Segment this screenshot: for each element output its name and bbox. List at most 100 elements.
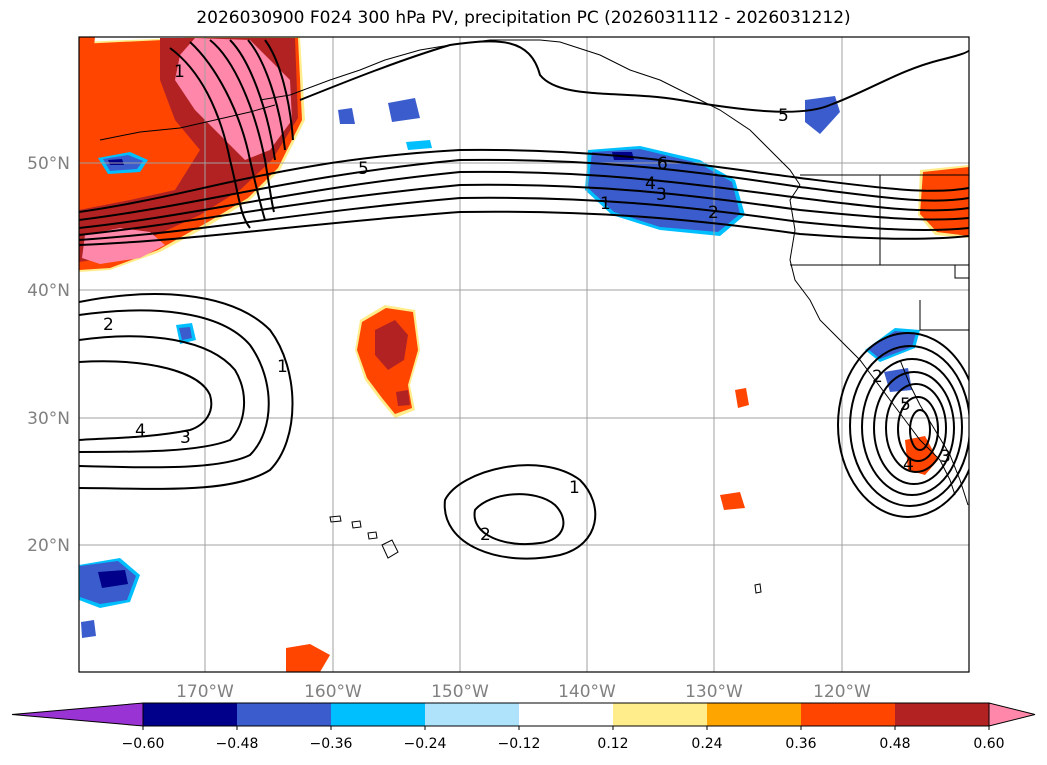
contour-label: 1 [600,194,611,214]
contour-jet-3 [79,170,969,229]
colorbar-segment [237,703,332,726]
contour-cutoff-1 [837,332,969,518]
coast-canada-interior [790,174,969,331]
colorbar-segment [143,703,238,726]
precip-blob-orange-129w [720,492,745,510]
precip-blob-nw-pink-small [82,228,165,264]
colorbar-tick-label: 0.48 [879,736,910,752]
contour-label: 2 [480,525,491,545]
island-hawaii-big [381,539,399,559]
contour-hawaii-2 [473,493,565,545]
contour-label: 4 [903,455,914,475]
contour-label: 3 [940,447,951,467]
colorbar-extend-max [988,702,1036,727]
colorbar-segment [519,703,614,726]
contour-ridge-2 [189,41,266,221]
lon-labels: 170°W 160°W 150°W 140°W 130°W 120°W [176,682,871,702]
colorbar-segment [895,703,990,726]
contour-label: 5 [778,106,789,126]
island-hawaii-maui [367,531,378,540]
precip-blob-sw-small [81,620,96,638]
lon-label: 130°W [685,682,743,702]
contour-jet-1 [79,148,969,213]
precip-blob-nw-plume-pink [175,38,292,160]
contour-label: 5 [900,395,911,415]
colorbar-segment [707,703,802,726]
contour-label: 3 [180,428,191,448]
precip-blob-orange-128w [735,388,749,408]
contour-cutoff-7 [909,409,931,451]
contour-subtrop-3 [79,335,246,453]
map-border [78,36,970,673]
precip-blob-blue-172w-core [179,327,192,340]
contour-subtrop-4 [79,360,213,441]
contour-label: 2 [708,203,719,223]
contour-label: 2 [103,315,114,335]
colorbar: −0.60 −0.48 −0.36 −0.24 −0.12 0.12 0.24 0.36 0.4… [11,702,1036,752]
precip-blob-socal-1-core [868,331,916,359]
lat-label: 30°N [27,409,70,429]
contour-label: 4 [135,421,146,441]
contour-subtrop-1 [79,293,294,490]
coast-aleutians [99,104,276,141]
colorbar-tick-label: −0.24 [404,736,447,752]
precip-blobs [79,37,969,672]
colorbar-segment [331,703,426,726]
coast-alaska [259,39,801,186]
colorbar-tick-label: 0.12 [597,736,628,752]
colorbar-segment [425,703,520,726]
contour-jet-5 [79,196,969,241]
contour-ridge-6 [264,39,294,141]
precip-blob-blue-175w-dark [108,159,124,165]
islands [329,515,762,594]
pv-contours [79,39,969,560]
contour-label: 6 [657,154,668,174]
coast-bc [789,184,956,496]
contour-alaska-5 [299,40,969,113]
lat-labels: 50°N 40°N 30°N 20°N [27,154,70,556]
lon-label: 150°W [431,682,489,702]
precip-blob-central-pacific-red2 [396,390,410,406]
contour-jet-2 [79,158,969,221]
colorbar-tick-label: −0.60 [122,736,165,752]
precip-blob-central-pacific-red [375,320,408,370]
colorbar-tick-label: −0.48 [216,736,259,752]
contour-cutoff-5 [885,383,947,473]
contour-label: 1 [277,357,288,377]
contour-label: 3 [656,185,667,205]
colorbar-tick-label: 0.60 [973,736,1004,752]
precip-blob-alaska-2 [388,98,420,122]
colorbar-tick-label: 0.24 [691,736,722,752]
contour-label: 1 [174,62,185,82]
lat-label: 20°N [27,536,70,556]
colorbar-segment [613,703,708,726]
colorbar-border [142,702,990,727]
island-hawaii-kauai [329,515,342,523]
lat-label: 40°N [27,281,70,301]
contour-cutoff-2 [849,345,969,507]
lon-label: 160°W [304,682,362,702]
contour-ridge-3 [209,39,275,213]
contour-label: 5 [358,159,369,179]
lat-label: 50°N [27,154,70,174]
precip-blob-gulf-alaska-core [588,149,740,232]
island-hawaii-oahu [351,520,362,529]
contour-cutoff-6 [897,396,939,462]
contour-hawaii-1 [443,464,597,560]
contour-cutoff-3 [861,358,963,496]
contour-jet-4 [79,183,969,236]
contour-ridge-4 [229,39,276,161]
colorbar-extend-min [11,702,144,727]
colorbar-segment [801,703,896,726]
contour-labels: 1 5 6 4 3 1 2 5 2 1 4 3 1 2 2 5 4 3 [103,62,951,545]
lon-label: 170°W [176,682,234,702]
precip-blob-nw-top-orange [79,37,95,55]
contour-label: 2 [872,367,883,387]
contour-cutoff-4 [873,371,955,485]
precip-blob-alaska-3 [406,140,432,150]
contour-label: 4 [645,174,656,194]
colorbar-tick-label: −0.12 [498,736,541,752]
contour-jet-6 [79,210,969,246]
contour-ridge-1 [169,47,251,229]
